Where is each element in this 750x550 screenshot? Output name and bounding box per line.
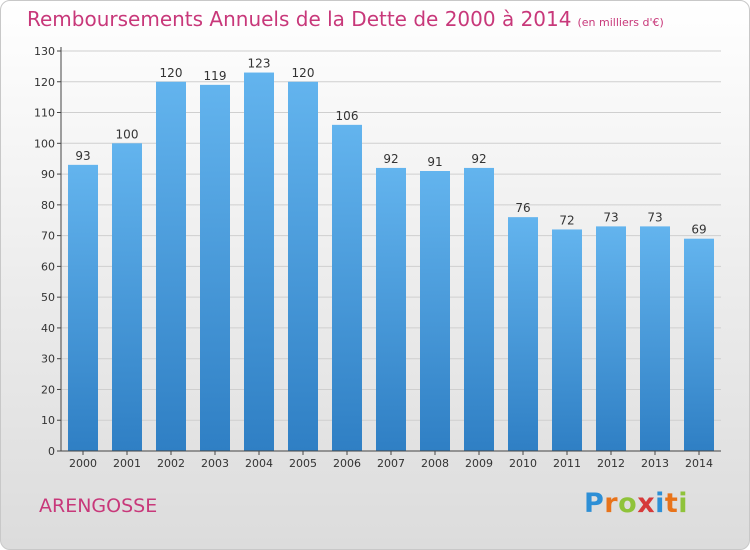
x-tick-label: 2010	[509, 457, 537, 470]
x-tick-label: 2005	[289, 457, 317, 470]
logo-letter: r	[604, 488, 619, 519]
y-tick-label: 100	[34, 137, 55, 150]
bar-value-label: 119	[204, 69, 227, 83]
logo-letter: i	[678, 488, 689, 519]
logo-letter: x	[637, 488, 656, 519]
y-tick-label: 0	[48, 445, 55, 458]
bar-value-label: 73	[603, 210, 618, 224]
bar-value-label: 73	[647, 210, 662, 224]
logo-letter: t	[664, 488, 679, 519]
chart-unit-subtitle: (en milliers d'€)	[577, 16, 664, 29]
x-tick-label: 2006	[333, 457, 361, 470]
bar-value-label: 93	[75, 149, 90, 163]
x-tick-label: 2000	[69, 457, 97, 470]
y-tick-label: 70	[41, 230, 55, 243]
x-tick-label: 2011	[553, 457, 581, 470]
bar	[596, 226, 626, 451]
bar	[508, 217, 538, 451]
axes: 0 10 20 30 40 50 60 70 80 90 100 110 120 130 2000 2001 2…	[34, 45, 721, 470]
y-tick-label: 30	[41, 353, 55, 366]
proxiti-logo: Proxiti	[584, 488, 688, 519]
y-tick-label: 130	[34, 45, 55, 58]
bar-value-label: 123	[248, 57, 271, 71]
y-tick-label: 20	[41, 383, 55, 396]
logo-letter: o	[618, 488, 638, 519]
y-tick-label: 90	[41, 168, 55, 181]
commune-name: ARENGOSSE	[39, 495, 158, 517]
bar	[420, 171, 450, 451]
bar	[288, 81, 318, 452]
logo-letter: i	[655, 488, 665, 519]
bars: 93 100 120 119 123 120 106 92 91 92 76 72 73 73 69	[68, 57, 714, 452]
logo-letter: P	[584, 488, 605, 519]
x-tick-label: 2007	[377, 457, 405, 470]
x-tick-label: 2014	[685, 457, 713, 470]
bar	[552, 229, 582, 451]
x-tick-label: 2012	[597, 457, 625, 470]
bar	[332, 124, 362, 451]
x-tick-label: 2004	[245, 457, 273, 470]
bar-value-label: 120	[292, 66, 315, 80]
y-tick-label: 50	[41, 291, 55, 304]
bar	[640, 226, 670, 451]
x-tick-label: 2002	[157, 457, 185, 470]
bar-value-label: 120	[160, 66, 183, 80]
y-tick-label: 110	[34, 107, 55, 120]
x-tick-label: 2013	[641, 457, 669, 470]
bar-value-label: 100	[116, 127, 139, 141]
x-tick-label: 2001	[113, 457, 141, 470]
bar	[112, 143, 142, 452]
bar-value-label: 72	[559, 213, 574, 227]
y-tick-label: 40	[41, 322, 55, 335]
bar-value-label: 91	[427, 155, 442, 169]
bar-value-label: 92	[471, 152, 486, 166]
bar	[156, 81, 186, 452]
bar-value-label: 92	[383, 152, 398, 166]
y-tick-label: 10	[41, 414, 55, 427]
y-tick-label: 60	[41, 260, 55, 273]
bar	[684, 238, 714, 451]
bar-value-label: 76	[515, 201, 530, 215]
bar	[244, 72, 274, 452]
x-tick-label: 2009	[465, 457, 493, 470]
bar-value-label: 106	[336, 109, 359, 123]
x-tick-label: 2003	[201, 457, 229, 470]
bar	[68, 164, 98, 451]
y-tick-label: 80	[41, 199, 55, 212]
x-tick-label: 2008	[421, 457, 449, 470]
chart-title: Remboursements Annuels de la Dette de 20…	[27, 7, 664, 31]
bar	[200, 84, 230, 451]
y-tick-label: 120	[34, 76, 55, 89]
chart-title-text: Remboursements Annuels de la Dette de 20…	[27, 7, 572, 31]
bar-value-label: 69	[691, 223, 706, 237]
bar	[464, 167, 494, 451]
bar	[376, 167, 406, 451]
